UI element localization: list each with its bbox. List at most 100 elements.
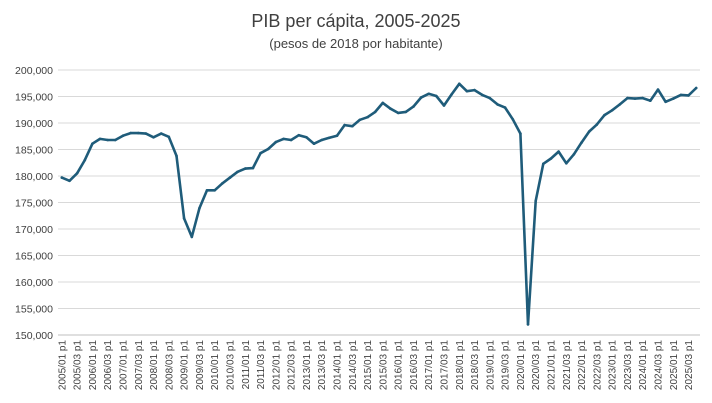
data-point bbox=[152, 136, 155, 139]
data-point bbox=[412, 105, 415, 108]
data-point bbox=[641, 96, 644, 100]
y-axis-ticks: 150,000 155,000 160,000 165,000 170,000 175,0… bbox=[15, 65, 53, 342]
data-point bbox=[106, 138, 109, 142]
data-point bbox=[320, 138, 324, 142]
data-point bbox=[694, 86, 698, 90]
data-point bbox=[549, 157, 553, 160]
data-point bbox=[389, 107, 392, 110]
data-point bbox=[565, 162, 568, 165]
data-point bbox=[129, 131, 132, 135]
data-point bbox=[312, 142, 316, 145]
data-point bbox=[289, 138, 293, 142]
x-tick-label: 2017/03 p1 bbox=[439, 340, 450, 390]
x-tick-label: 2005/01 p1 bbox=[57, 340, 68, 390]
data-point bbox=[557, 150, 560, 153]
x-tick-label: 2011/03 p1 bbox=[256, 340, 267, 390]
data-point bbox=[672, 97, 675, 100]
x-tick-label: 2018/01 p1 bbox=[455, 340, 466, 390]
x-tick-label: 2011/01 p1 bbox=[241, 340, 252, 390]
data-point bbox=[274, 140, 278, 144]
data-point bbox=[465, 89, 469, 93]
gridlines bbox=[58, 69, 700, 309]
data-point bbox=[572, 153, 576, 156]
data-point bbox=[83, 158, 87, 162]
x-tick-label: 2015/01 p1 bbox=[363, 340, 374, 390]
data-point bbox=[328, 136, 331, 140]
x-tick-label: 2025/03 p1 bbox=[684, 340, 695, 390]
data-point bbox=[244, 167, 247, 170]
data-point bbox=[542, 162, 545, 166]
data-point bbox=[656, 88, 660, 91]
x-tick-label: 2014/01 p1 bbox=[332, 340, 343, 390]
x-tick-label: 2009/03 p1 bbox=[195, 340, 206, 390]
y-tick-label: 185,000 bbox=[15, 145, 53, 157]
data-point bbox=[91, 142, 94, 145]
x-tick-label: 2020/01 p1 bbox=[516, 340, 527, 390]
data-point bbox=[266, 147, 270, 151]
y-tick-label: 180,000 bbox=[15, 171, 53, 183]
x-tick-label: 2022/01 p1 bbox=[577, 340, 588, 390]
data-point bbox=[98, 137, 102, 141]
y-tick-label: 150,000 bbox=[15, 330, 53, 342]
x-tick-label: 2018/03 p1 bbox=[470, 340, 481, 390]
data-point bbox=[167, 135, 171, 139]
data-point bbox=[396, 111, 400, 115]
y-tick-label: 175,000 bbox=[15, 198, 53, 210]
data-point bbox=[251, 166, 255, 170]
data-point bbox=[259, 151, 262, 155]
y-tick-label: 155,000 bbox=[15, 304, 53, 316]
data-point bbox=[450, 93, 453, 96]
data-point bbox=[511, 118, 515, 121]
data-point bbox=[458, 82, 461, 86]
x-tick-label: 2015/03 p1 bbox=[378, 340, 389, 390]
data-point bbox=[526, 323, 530, 326]
x-tick-label: 2021/03 p1 bbox=[562, 340, 573, 390]
x-tick-label: 2010/03 p1 bbox=[225, 340, 236, 390]
data-point bbox=[519, 132, 522, 135]
data-point bbox=[488, 96, 492, 100]
data-point bbox=[335, 134, 339, 137]
data-point bbox=[404, 110, 408, 114]
x-tick-label: 2014/03 p1 bbox=[348, 340, 359, 390]
data-point bbox=[419, 96, 423, 99]
data-point bbox=[221, 182, 224, 185]
data-point bbox=[649, 99, 652, 102]
data-point bbox=[228, 176, 232, 179]
x-tick-label: 2007/03 p1 bbox=[134, 340, 145, 390]
data-point bbox=[610, 109, 614, 112]
y-tick-label: 170,000 bbox=[15, 224, 53, 236]
data-point bbox=[144, 132, 148, 135]
data-point bbox=[175, 154, 178, 158]
data-point bbox=[114, 138, 117, 142]
y-tick-label: 200,000 bbox=[15, 65, 53, 77]
data-point bbox=[236, 170, 239, 174]
data-point bbox=[159, 132, 163, 135]
x-tick-label: 2007/01 p1 bbox=[118, 340, 129, 390]
x-tick-label: 2023/01 p1 bbox=[608, 340, 619, 390]
data-point bbox=[534, 199, 537, 203]
x-tick-label: 2023/03 p1 bbox=[623, 340, 634, 390]
x-tick-label: 2005/03 p1 bbox=[73, 340, 84, 390]
x-tick-label: 2017/01 p1 bbox=[424, 340, 435, 390]
x-tick-label: 2008/01 p1 bbox=[149, 340, 160, 390]
data-point bbox=[442, 104, 446, 107]
x-tick-label: 2013/01 p1 bbox=[302, 340, 313, 390]
x-tick-label: 2024/01 p1 bbox=[638, 340, 649, 390]
x-tick-label: 2013/03 p1 bbox=[317, 340, 328, 390]
series-layer bbox=[60, 82, 698, 326]
data-point bbox=[121, 134, 125, 137]
series-line bbox=[60, 82, 698, 326]
data-point bbox=[427, 92, 431, 96]
data-point bbox=[282, 137, 285, 141]
data-point bbox=[679, 93, 683, 97]
chart-subtitle: (pesos de 2018 por habitante) bbox=[269, 36, 442, 51]
data-point bbox=[305, 136, 308, 139]
data-point bbox=[580, 141, 583, 144]
x-tick-label: 2012/03 p1 bbox=[287, 340, 298, 390]
data-point bbox=[137, 131, 140, 135]
data-point bbox=[603, 113, 606, 117]
data-point bbox=[68, 179, 71, 183]
data-point bbox=[358, 118, 362, 122]
data-point bbox=[198, 207, 201, 210]
